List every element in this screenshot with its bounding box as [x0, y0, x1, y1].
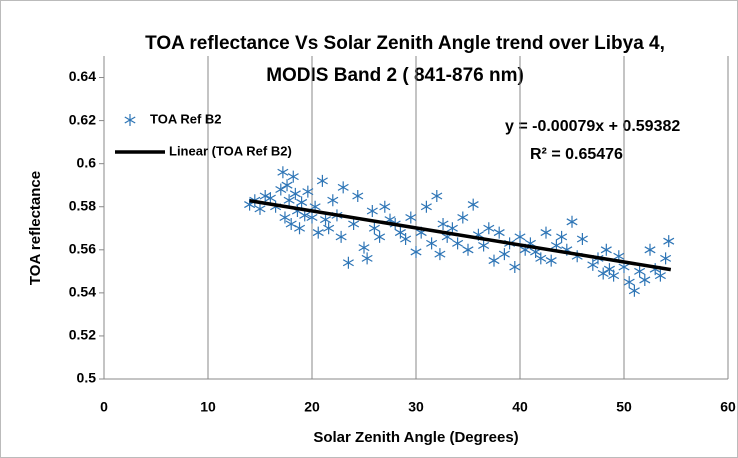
- point: [457, 211, 469, 224]
- y-tick-label: 0.6: [77, 154, 97, 170]
- point: [283, 194, 295, 207]
- point: [535, 252, 547, 265]
- point: [426, 237, 438, 250]
- point: [576, 233, 588, 246]
- point: [323, 222, 335, 235]
- point: [540, 226, 552, 239]
- r-squared: R² = 0.65476: [530, 146, 623, 163]
- point: [623, 276, 635, 289]
- x-tick-label: 0: [100, 399, 108, 415]
- point: [509, 261, 521, 274]
- point: [493, 226, 505, 239]
- point: [296, 196, 308, 209]
- legend-label: TOA Ref B2: [150, 111, 222, 126]
- x-tick-label: 60: [720, 399, 736, 415]
- point: [374, 230, 386, 243]
- point: [379, 200, 391, 213]
- y-tick-label: 0.5: [77, 370, 97, 386]
- point: [312, 226, 324, 239]
- point: [281, 179, 293, 192]
- y-tick-label: 0.56: [69, 241, 96, 257]
- point: [597, 267, 609, 280]
- point: [337, 181, 349, 194]
- point: [316, 174, 328, 187]
- point: [335, 230, 347, 243]
- point: [434, 248, 446, 261]
- x-tick-label: 30: [408, 399, 424, 415]
- y-tick-label: 0.62: [69, 111, 96, 127]
- x-tick-label: 50: [616, 399, 632, 415]
- point: [639, 273, 651, 286]
- point: [437, 217, 449, 230]
- point: [320, 213, 332, 226]
- y-tick-label: 0.52: [69, 327, 96, 343]
- point: [275, 183, 287, 196]
- y-tick-label: 0.54: [69, 284, 96, 300]
- point: [277, 166, 289, 179]
- point: [556, 230, 568, 243]
- point: [514, 230, 526, 243]
- point: [302, 185, 314, 198]
- point: [366, 205, 378, 218]
- y-tick-label: 0.64: [69, 68, 96, 84]
- chart-title: TOA reflectance Vs Solar Zenith Angle tr…: [145, 33, 665, 54]
- point: [545, 254, 557, 267]
- point: [644, 243, 656, 256]
- point: [287, 170, 299, 183]
- x-tick-label: 40: [512, 399, 528, 415]
- x-tick-label: 20: [304, 399, 320, 415]
- point: [289, 187, 301, 200]
- point: [405, 211, 417, 224]
- y-axis-label: TOA reflectance: [27, 171, 44, 285]
- point: [452, 237, 464, 250]
- point: [342, 256, 354, 269]
- point: [478, 239, 490, 252]
- point: [483, 222, 495, 235]
- point: [348, 217, 360, 230]
- trendline: [249, 198, 672, 272]
- point: [600, 243, 612, 256]
- point: [361, 252, 373, 265]
- point: [368, 222, 380, 235]
- point: [660, 252, 672, 265]
- point: [358, 241, 370, 254]
- point: [352, 189, 364, 202]
- point: [462, 243, 474, 256]
- point: [498, 248, 510, 261]
- point: [628, 284, 640, 297]
- equation: y = -0.00079x + 0.59382: [505, 118, 680, 135]
- point: [431, 189, 443, 202]
- point: [608, 269, 620, 282]
- point: [566, 215, 578, 228]
- point: [410, 245, 422, 258]
- point: [467, 198, 479, 211]
- point: [264, 192, 276, 205]
- point: [420, 200, 432, 213]
- point: [654, 269, 666, 282]
- legend-label: Linear (TOA Ref B2): [169, 143, 292, 158]
- point: [279, 211, 291, 224]
- point: [259, 189, 271, 202]
- point: [306, 211, 318, 224]
- chart-title: MODIS Band 2 ( 841-876 nm): [266, 65, 524, 86]
- point: [294, 222, 306, 235]
- point: [254, 202, 266, 215]
- point: [400, 233, 412, 246]
- point: [634, 265, 646, 278]
- x-axis-label: Solar Zenith Angle (Degrees): [313, 429, 518, 446]
- point: [663, 235, 675, 248]
- legend-marker: [124, 114, 136, 126]
- x-tick-label: 10: [200, 399, 216, 415]
- point: [327, 194, 339, 207]
- point: [488, 254, 500, 267]
- y-tick-label: 0.58: [69, 197, 96, 213]
